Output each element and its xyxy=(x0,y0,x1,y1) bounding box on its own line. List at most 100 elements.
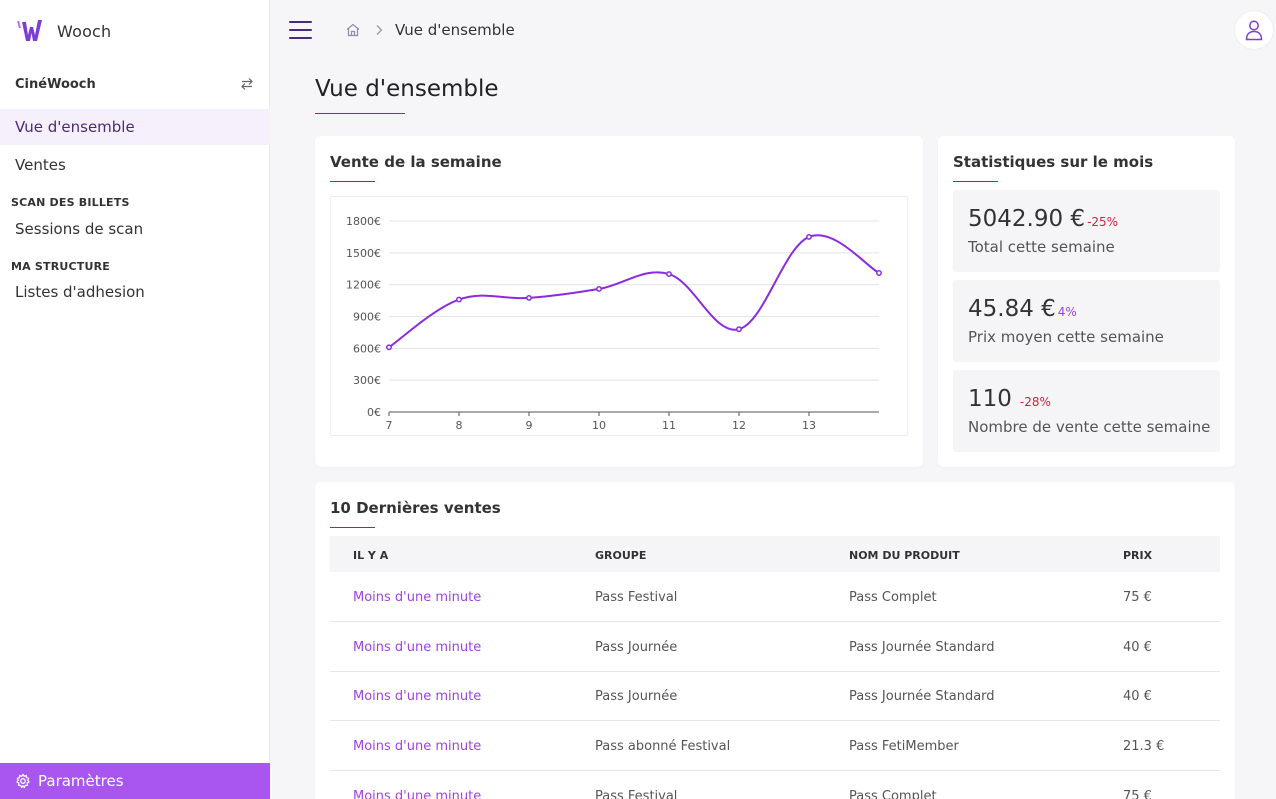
weekly-sales-chart: 0€ 300€ 600€ 900€ 1200€ 1500€ 1800€ 7 8 9 10 11 12 13 xyxy=(330,196,908,436)
y-tick-label: 600€ xyxy=(353,342,381,355)
sales-data-point xyxy=(386,344,392,351)
stat-delta: 4% xyxy=(1057,305,1077,319)
card-title-underline xyxy=(330,181,375,182)
cell-product: Pass Journée Standard xyxy=(849,639,995,655)
sidebar-item-label: Vue d'ensemble xyxy=(15,118,135,136)
stat-amount: 5042.90 € xyxy=(968,206,1086,232)
settings-label: Paramètres xyxy=(38,772,124,790)
user-menu-button[interactable] xyxy=(1235,11,1273,49)
y-tick-label: 900€ xyxy=(353,311,381,324)
table-row: Moins d'une minute Pass Journée Pass Journ… xyxy=(330,622,1220,672)
cell-ago[interactable]: Moins d'une minute xyxy=(353,639,482,655)
user-icon xyxy=(1245,20,1263,41)
cell-price: 75 € xyxy=(1123,788,1152,799)
x-tick-label: 9 xyxy=(526,419,533,432)
sidebar-section-my-structure: MA STRUCTURE xyxy=(11,260,111,273)
y-tick-label: 1200€ xyxy=(346,279,381,292)
page-title: Vue d'ensemble xyxy=(315,76,499,102)
table-row: Moins d'une minute Pass Festival Pass Comp… xyxy=(330,572,1220,622)
x-tick-label: 11 xyxy=(662,419,676,432)
cell-ago[interactable]: Moins d'une minute xyxy=(353,590,482,605)
cell-ago[interactable]: Moins d'une minute xyxy=(353,788,482,799)
cell-group: Pass Journée xyxy=(595,689,678,705)
stat-delta: -25% xyxy=(1087,215,1119,229)
sidebar-section-ticket-scan: SCAN DES BILLETS xyxy=(11,196,130,209)
sidebar: Wooch CinéWooch Vue d'ensemble Ventes SC… xyxy=(0,0,270,799)
gear-icon xyxy=(16,773,30,789)
sales-data-point xyxy=(596,285,602,292)
cell-product: Pass Complet xyxy=(849,590,937,605)
chevron-right-icon xyxy=(376,25,383,35)
sales-data-point xyxy=(876,270,882,276)
y-tick-label: 1800€ xyxy=(346,215,381,228)
cell-ago[interactable]: Moins d'une minute xyxy=(353,689,482,705)
table-row: Moins d'une minute Pass Journée Pass Journ… xyxy=(330,671,1220,722)
stat-value: 45.84 €4% xyxy=(968,296,1077,322)
sidebar-item-label: Listes d'adhesion xyxy=(15,283,145,301)
y-tick-label: 1500€ xyxy=(346,247,381,260)
column-header-ago[interactable]: IL Y A xyxy=(353,549,389,562)
weekly-sales-title: Vente de la semaine xyxy=(330,153,502,171)
cell-price: 40 € xyxy=(1123,689,1152,705)
cell-product: Pass FetiMember xyxy=(849,739,959,755)
column-header-product[interactable]: NOM DU PRODUIT xyxy=(849,549,960,562)
card-title-underline xyxy=(953,181,998,182)
brand-name: Wooch xyxy=(57,21,112,41)
sidebar-item-label: Ventes xyxy=(15,156,66,174)
monthly-stats-title: Statistiques sur le mois xyxy=(953,153,1154,171)
recent-sales-title: 10 Dernières ventes xyxy=(330,499,501,517)
sidebar-item-label: Sessions de scan xyxy=(15,220,144,238)
sales-data-point xyxy=(806,233,812,240)
breadcrumb-current: Vue d'ensemble xyxy=(395,21,515,39)
weekly-sales-chart-svg: 0€ 300€ 600€ 900€ 1200€ 1500€ 1800€ 7 8 9 10 11 12 13 xyxy=(346,215,882,432)
y-tick-label: 0€ xyxy=(367,406,381,419)
stat-value: 5042.90 € -25% xyxy=(968,206,1118,232)
table-row: Moins d'une minute Pass abonné Festival Pa… xyxy=(330,721,1220,772)
y-tick-label: 300€ xyxy=(353,374,381,387)
table-header: IL Y A GROUPE NOM DU PRODUIT PRIX xyxy=(330,536,1220,572)
stat-value: 110 -28% xyxy=(968,386,1051,412)
sidebar-item-scan-sessions[interactable]: Sessions de scan xyxy=(0,211,270,247)
sidebar-item-membership-lists[interactable]: Listes d'adhesion xyxy=(0,274,270,310)
cell-price: 75 € xyxy=(1123,590,1152,605)
stat-label: Nombre de vente cette semaine xyxy=(968,418,1211,436)
card-title-underline xyxy=(330,527,375,528)
sales-data-point xyxy=(456,296,462,303)
x-tick-label: 13 xyxy=(802,419,816,432)
brand[interactable]: Wooch xyxy=(15,18,111,44)
sidebar-item-overview[interactable]: Vue d'ensemble xyxy=(0,109,270,145)
column-header-price[interactable]: PRIX xyxy=(1123,549,1153,562)
settings-button[interactable]: Paramètres xyxy=(0,763,270,799)
column-header-group[interactable]: GROUPE xyxy=(595,549,647,562)
stat-label: Prix moyen cette semaine xyxy=(968,328,1164,346)
cell-ago[interactable]: Moins d'une minute xyxy=(353,739,482,755)
stat-average-price: 45.84 €4% Prix moyen cette semaine xyxy=(953,280,1220,362)
weekly-sales-card: Vente de la semaine 0€ 300€ 600€ 900€ 1200€ 1… xyxy=(315,136,923,467)
stat-delta: -28% xyxy=(1019,395,1051,409)
stat-sales-count: 110 -28% Nombre de vente cette semaine xyxy=(953,370,1220,452)
organization-name: CinéWooch xyxy=(15,76,96,92)
hamburger-line xyxy=(289,37,312,39)
organization-switcher[interactable]: CinéWooch xyxy=(15,76,255,92)
stat-label: Total cette semaine xyxy=(968,238,1115,256)
stat-amount: 45.84 € xyxy=(968,296,1056,322)
title-underline xyxy=(315,113,405,114)
cell-group: Pass abonné Festival xyxy=(595,739,731,755)
sales-data-point xyxy=(526,294,532,301)
stat-amount: 110 xyxy=(968,386,1012,412)
menu-toggle-button[interactable] xyxy=(289,21,313,41)
monthly-stats-card: Statistiques sur le mois 5042.90 € -25% T… xyxy=(938,136,1235,467)
home-icon[interactable] xyxy=(345,22,361,38)
wooch-logo-icon xyxy=(17,20,42,41)
cell-product: Pass Complet xyxy=(849,788,937,799)
cell-price: 21.3 € xyxy=(1123,739,1165,755)
sales-data-point xyxy=(736,326,742,333)
cell-group: Pass Festival xyxy=(595,788,678,799)
sidebar-item-sales[interactable]: Ventes xyxy=(0,147,270,183)
table-row: Moins d'une minute Pass Festival Pass Comp… xyxy=(330,771,1220,799)
swap-icon[interactable] xyxy=(239,76,255,92)
hamburger-line xyxy=(289,29,312,31)
x-tick-label: 12 xyxy=(732,419,746,432)
sales-data-point xyxy=(666,271,672,278)
recent-sales-card: 10 Dernières ventes IL Y A GROUPE NOM DU… xyxy=(315,482,1235,799)
